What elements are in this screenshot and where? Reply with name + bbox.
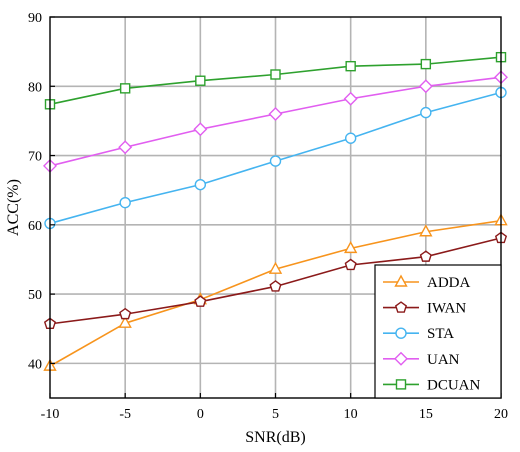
x-tick-label: 15	[419, 407, 433, 422]
x-tick-label: 0	[197, 407, 204, 422]
x-tick-label: -10	[41, 407, 60, 422]
y-tick-label: 60	[28, 219, 42, 234]
data-point-adda	[118, 315, 132, 328]
data-point-dcuan	[270, 69, 281, 80]
legend: ADDA IWAN STA UAN DCUAN	[374, 264, 502, 399]
x-tick-label: 10	[344, 407, 358, 422]
data-point-iwan	[419, 250, 432, 262]
data-point-iwan	[344, 258, 357, 271]
data-point-dcuan	[420, 58, 432, 70]
legend-marker-dcuan	[395, 379, 407, 390]
legend-marker-iwan	[394, 301, 408, 313]
x-axis-label: SNR(dB)	[245, 429, 305, 446]
data-point-sta	[119, 196, 131, 209]
data-point-sta	[344, 132, 357, 144]
y-tick-label: 70	[28, 150, 42, 165]
data-point-dcuan	[195, 75, 206, 86]
data-point-sta	[420, 106, 432, 119]
data-point-dcuan	[345, 60, 356, 72]
data-point-adda	[268, 261, 283, 274]
data-point-iwan	[194, 295, 207, 307]
legend-item-adda: ADDA	[383, 274, 470, 291]
data-point-sta	[269, 155, 282, 167]
y-axis-label: ACC(%)	[5, 179, 22, 236]
series-sta	[44, 86, 507, 230]
y-tick-label: 50	[28, 288, 42, 303]
legend-item-dcuan: DCUAN	[383, 377, 481, 393]
y-tick-label: 90	[28, 11, 42, 26]
data-point-iwan	[119, 307, 132, 320]
data-point-uan	[118, 140, 133, 155]
legend-marker-uan	[394, 351, 408, 366]
data-point-iwan	[269, 280, 282, 292]
legend-label-adda: ADDA	[427, 275, 470, 291]
legend-label-uan: UAN	[427, 352, 460, 368]
tick-labels: -10 -5 0 5 10 15 20 40 50 60 70 80 90	[28, 11, 508, 422]
y-tick-label: 40	[28, 357, 42, 372]
x-tick-label: -5	[119, 407, 131, 422]
series-uan	[43, 70, 508, 173]
data-point-uan	[193, 122, 208, 137]
legend-marker-adda	[394, 274, 408, 287]
x-tick-label: 20	[494, 407, 508, 422]
data-point-uan	[268, 106, 283, 121]
data-point-uan	[343, 91, 358, 106]
legend-marker-sta	[395, 327, 407, 339]
data-point-dcuan	[119, 83, 131, 94]
legend-item-uan: UAN	[383, 352, 460, 368]
legend-label-iwan: IWAN	[427, 301, 466, 317]
legend-label-sta: STA	[427, 326, 454, 342]
x-tick-label: 5	[272, 407, 279, 422]
legend-label-dcuan: DCUAN	[427, 377, 481, 393]
y-tick-label: 80	[28, 80, 42, 95]
data-point-adda	[343, 240, 358, 254]
legend-item-iwan: IWAN	[383, 301, 466, 317]
data-point-sta	[194, 178, 207, 191]
data-point-uan	[418, 79, 433, 94]
legend-item-sta: STA	[383, 326, 454, 342]
data-point-adda	[419, 224, 433, 237]
